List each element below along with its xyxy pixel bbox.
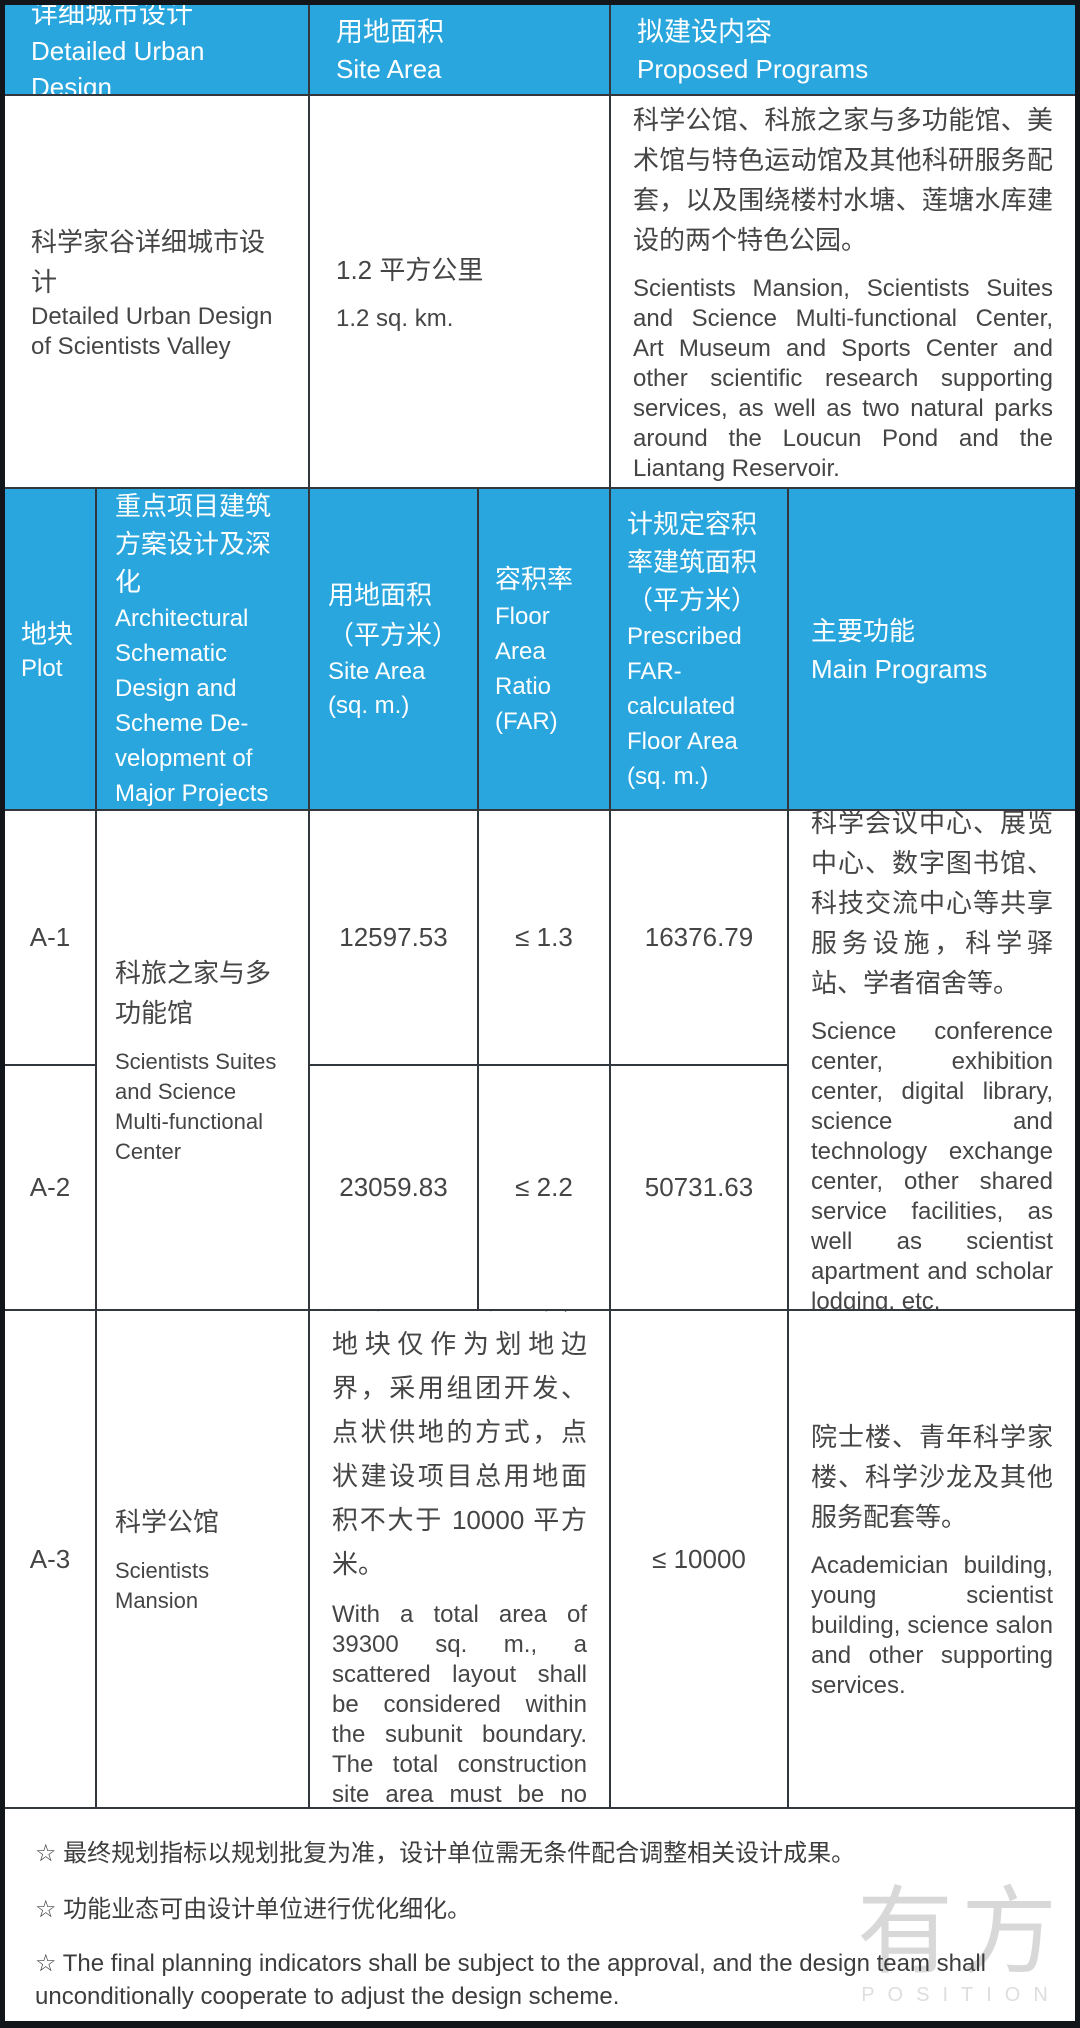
plot-a12-name-zh: 科旅之家与多 功能馆 (115, 958, 272, 1028)
plot-a3-site-area-zh: 共约 39300 平方米，地块仅作为划地边界，采用组团开发、点状供地的方式，点状… (332, 1311, 587, 1579)
header-site-area: 用地面积 Site Area (310, 5, 611, 96)
plot-a2-far: ≤ 2.2 (479, 1066, 611, 1311)
header-plot-site-area-en: Site Area (sq. m.) (328, 658, 426, 719)
header-main-programs-en: Main Programs (811, 654, 988, 684)
plot-a12-main-programs-en: Science conference center, exhibition ce… (811, 1018, 1053, 1311)
footnote-3: ☆ The final planning indicators shall be… (35, 1950, 986, 2010)
overview-project-name-zh: 科学家谷详细城市设计 (31, 226, 266, 297)
header-plot-zh: 地块 (21, 619, 74, 649)
overview-programs-en: Scientists Mansion, Scientists Suites an… (633, 274, 1053, 482)
overview-project-name: 科学家谷详细城市设计 Detailed Urban Design of Scie… (5, 96, 310, 489)
header-major-projects: 重点项目建筑 方案设计及深 化 Architectural Schematic … (97, 489, 310, 811)
overview-site-area-en: 1.2 sq. km. (336, 304, 454, 332)
header-site-area-zh: 用地面积 (336, 16, 444, 47)
plot-a3-site-area: 共约 39300 平方米，地块仅作为划地边界，采用组团开发、点状供地的方式，点状… (310, 1311, 611, 1809)
header-prescribed-floor-area: 计规定容积 率建筑面积 （平方米） Prescribed FAR- calcul… (611, 489, 789, 811)
plot-a1-far: ≤ 1.3 (479, 811, 611, 1066)
header-proposed-programs-en: Proposed Programs (637, 53, 869, 84)
header-far-en: Floor Area Ratio (FAR) (495, 603, 558, 735)
header-prescribed-floor-area-en: Prescribed FAR- calculated Floor Area (s… (627, 622, 742, 790)
plot-a3-id: A-3 (5, 1311, 97, 1809)
plot-a12-name-en: Scientists Suites and Science Multi-func… (115, 1049, 277, 1164)
plot-a1-id: A-1 (5, 811, 97, 1066)
plot-a3-main-programs-en: Academician building, young scientist bu… (811, 1552, 1053, 1699)
plot-a12-name: 科旅之家与多 功能馆 Scientists Suites and Science… (97, 811, 310, 1311)
header-prescribed-floor-area-zh: 计规定容积 率建筑面积 （平方米） (627, 508, 758, 615)
header-site-area-en: Site Area (336, 53, 442, 84)
plot-a3-name: 科学公馆 Scientists Mansion (97, 1311, 310, 1809)
footnote-2: ☆ 功能业态可由设计单位进行优化细化。 (35, 1896, 472, 1923)
header-proposed-programs-zh: 拟建设内容 (637, 16, 772, 47)
plot-a2-gfa: 50731.63 (611, 1066, 789, 1311)
plot-a1-gfa: 16376.79 (611, 811, 789, 1066)
header-major-projects-zh: 重点项目建筑 方案设计及深 化 (115, 491, 272, 597)
plot-a3-name-zh: 科学公馆 (115, 1507, 220, 1537)
header-detailed-urban-design-zh: 详细城市设计 (31, 5, 193, 29)
header-detailed-urban-design-en: Detailed Urban Design (31, 35, 205, 96)
header-major-projects-en: Architectural Schematic Design and Schem… (115, 605, 269, 807)
requirements-table: 详细城市设计 Detailed Urban Design 用地面积 Site A… (5, 5, 1075, 2021)
plot-a2-id: A-2 (5, 1066, 97, 1311)
overview-project-name-en: Detailed Urban Design of Scientists Vall… (31, 302, 273, 360)
plot-a2-site-area: 23059.83 (310, 1066, 479, 1311)
header-main-programs-zh: 主要功能 (811, 616, 916, 646)
plot-a1-site-area: 12597.53 (310, 811, 479, 1066)
header-far-zh: 容积率 (495, 564, 574, 594)
plot-a3-name-en: Scientists Mansion (115, 1558, 210, 1613)
plot-a3-gfa: ≤ 10000 (611, 1311, 789, 1809)
plot-a12-main-programs: 科学会议中心、展览中心、数字图书馆、科技交流中心等共享服务设施，科学驿站、学者宿… (789, 811, 1075, 1311)
plot-a3-main-programs-zh: 院士楼、青年科学家楼、科学沙龙及其他服务配套等。 (811, 1422, 1053, 1532)
overview-programs-zh: 科学公馆、科旅之家与多功能馆、美术馆与特色运动馆及其他科研服务配套，以及围绕楼村… (633, 104, 1053, 255)
overview-site-area: 1.2 平方公里 1.2 sq. km. (310, 96, 611, 489)
header-plot-site-area-zh: 用地面积 （平方米） (328, 580, 459, 650)
header-proposed-programs: 拟建设内容 Proposed Programs (611, 5, 1075, 96)
plot-a3-main-programs: 院士楼、青年科学家楼、科学沙龙及其他服务配套等。 Academician bui… (789, 1311, 1075, 1809)
header-plot-site-area: 用地面积 （平方米） Site Area (sq. m.) (310, 489, 479, 811)
plot-a12-main-programs-zh: 科学会议中心、展览中心、数字图书馆、科技交流中心等共享服务设施，科学驿站、学者宿… (811, 811, 1053, 998)
header-plot-en: Plot (21, 655, 63, 682)
overview-site-area-zh: 1.2 平方公里 (336, 254, 484, 285)
footnote-1: ☆ 最终规划指标以规划批复为准，设计单位需无条件配合调整相关设计成果。 (35, 1840, 856, 1867)
header-main-programs: 主要功能 Main Programs (789, 489, 1075, 811)
header-far: 容积率 Floor Area Ratio (FAR) (479, 489, 611, 811)
header-detailed-urban-design: 详细城市设计 Detailed Urban Design (5, 5, 310, 96)
overview-programs: 科学公馆、科旅之家与多功能馆、美术馆与特色运动馆及其他科研服务配套，以及围绕楼村… (611, 96, 1075, 489)
plot-a3-site-area-en: With a total area of 39300 sq. m., a sca… (332, 1601, 587, 1808)
footnotes: ☆ 最终规划指标以规划批复为准，设计单位需无条件配合调整相关设计成果。 ☆ 功能… (5, 1809, 1075, 2021)
header-plot: 地块 Plot (5, 489, 97, 811)
